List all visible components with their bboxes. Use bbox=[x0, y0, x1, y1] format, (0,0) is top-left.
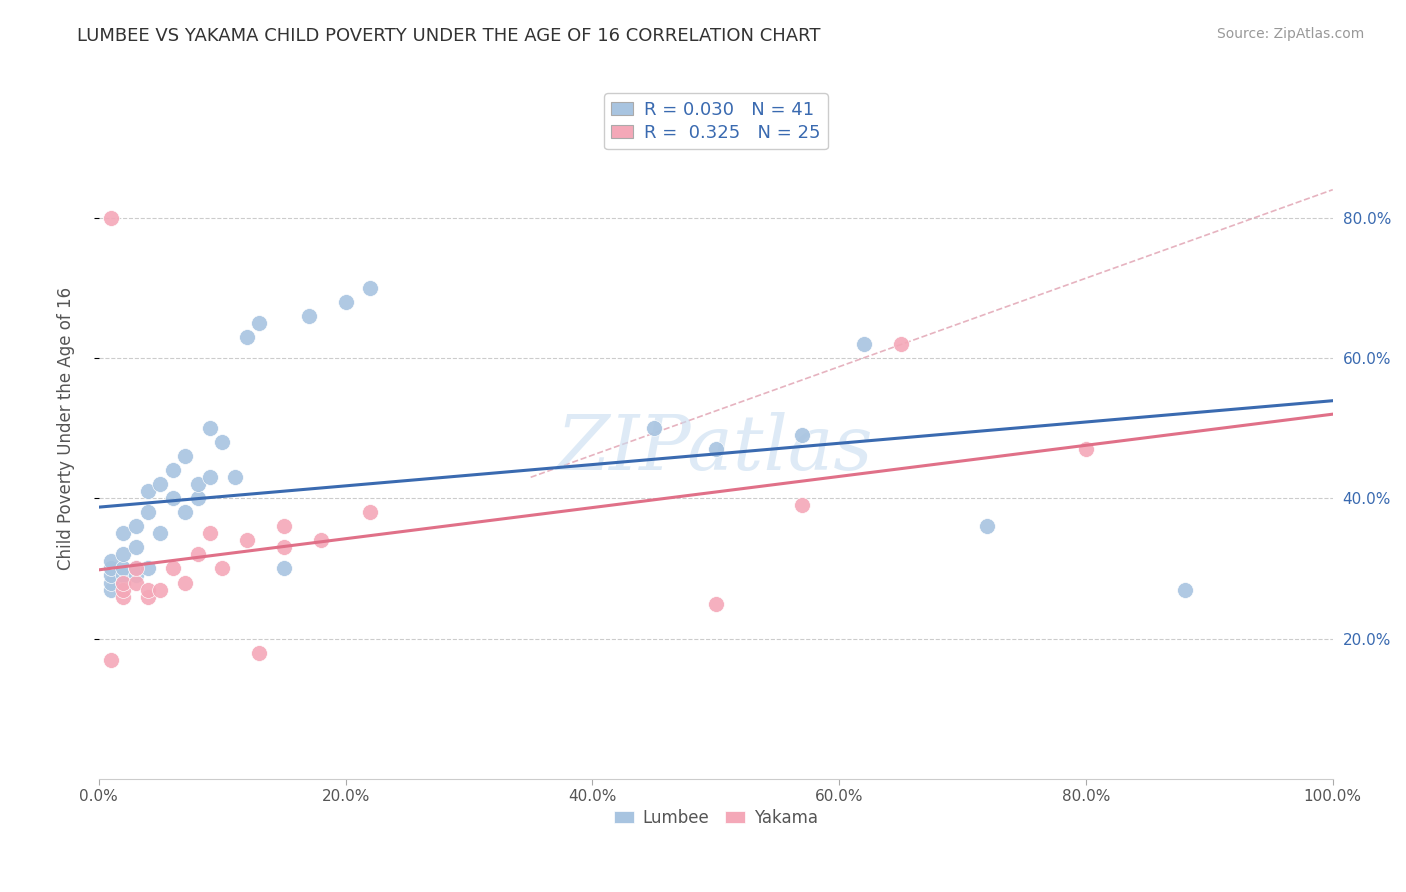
Point bbox=[359, 281, 381, 295]
Point bbox=[1074, 442, 1097, 457]
Point bbox=[211, 435, 233, 450]
Point bbox=[100, 554, 122, 568]
Text: Source: ZipAtlas.com: Source: ZipAtlas.com bbox=[1216, 27, 1364, 41]
Point bbox=[236, 533, 259, 548]
Point bbox=[149, 526, 172, 541]
Point bbox=[112, 568, 135, 582]
Point bbox=[149, 582, 172, 597]
Point bbox=[136, 590, 159, 604]
Point bbox=[890, 337, 912, 351]
Point bbox=[704, 442, 727, 457]
Point bbox=[100, 653, 122, 667]
Point bbox=[174, 575, 197, 590]
Point bbox=[125, 561, 148, 575]
Point bbox=[792, 428, 814, 442]
Point bbox=[273, 541, 295, 555]
Text: ZIPatlas: ZIPatlas bbox=[557, 412, 875, 486]
Point bbox=[174, 505, 197, 519]
Point bbox=[112, 582, 135, 597]
Point bbox=[112, 548, 135, 562]
Point bbox=[162, 491, 184, 506]
Point bbox=[125, 561, 148, 575]
Point bbox=[112, 575, 135, 590]
Point bbox=[100, 568, 122, 582]
Point bbox=[976, 519, 998, 533]
Point bbox=[136, 582, 159, 597]
Point bbox=[198, 470, 221, 484]
Point bbox=[136, 561, 159, 575]
Point bbox=[247, 316, 270, 330]
Point bbox=[136, 484, 159, 499]
Point bbox=[211, 561, 233, 575]
Point bbox=[186, 548, 208, 562]
Point bbox=[335, 294, 357, 309]
Point bbox=[309, 533, 332, 548]
Point bbox=[297, 309, 319, 323]
Point bbox=[112, 590, 135, 604]
Point bbox=[198, 526, 221, 541]
Point bbox=[162, 463, 184, 477]
Point bbox=[704, 597, 727, 611]
Point bbox=[186, 491, 208, 506]
Point bbox=[112, 561, 135, 575]
Point bbox=[162, 561, 184, 575]
Y-axis label: Child Poverty Under the Age of 16: Child Poverty Under the Age of 16 bbox=[58, 286, 75, 570]
Point bbox=[198, 421, 221, 435]
Point bbox=[136, 505, 159, 519]
Point bbox=[186, 477, 208, 491]
Point bbox=[236, 330, 259, 344]
Point bbox=[125, 541, 148, 555]
Point bbox=[792, 499, 814, 513]
Point bbox=[112, 575, 135, 590]
Point bbox=[125, 575, 148, 590]
Legend: Lumbee, Yakama: Lumbee, Yakama bbox=[607, 803, 824, 834]
Point bbox=[125, 568, 148, 582]
Point bbox=[174, 449, 197, 463]
Text: LUMBEE VS YAKAMA CHILD POVERTY UNDER THE AGE OF 16 CORRELATION CHART: LUMBEE VS YAKAMA CHILD POVERTY UNDER THE… bbox=[77, 27, 821, 45]
Point bbox=[100, 561, 122, 575]
Point bbox=[112, 526, 135, 541]
Point bbox=[100, 575, 122, 590]
Point bbox=[273, 561, 295, 575]
Point bbox=[247, 646, 270, 660]
Point bbox=[125, 519, 148, 533]
Point bbox=[643, 421, 665, 435]
Point bbox=[100, 582, 122, 597]
Point bbox=[852, 337, 875, 351]
Point bbox=[149, 477, 172, 491]
Point bbox=[100, 211, 122, 225]
Point bbox=[273, 519, 295, 533]
Point bbox=[1174, 582, 1197, 597]
Point bbox=[224, 470, 246, 484]
Point bbox=[359, 505, 381, 519]
